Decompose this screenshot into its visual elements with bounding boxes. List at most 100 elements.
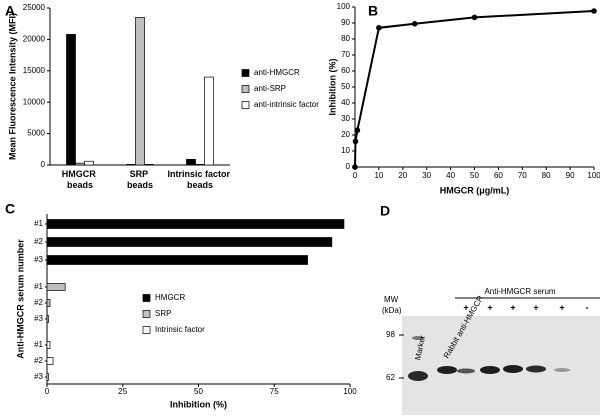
y-tick-label: #1 — [34, 340, 43, 349]
panel-label: C — [5, 201, 15, 217]
lane-sign: + — [559, 302, 564, 312]
point — [471, 14, 478, 21]
y-tick-label: 5000 — [27, 129, 45, 138]
bar — [195, 164, 205, 166]
y-tick-label: 10000 — [23, 97, 46, 106]
y-tick-label: 0 — [41, 160, 46, 169]
y-tick-label: 70 — [341, 50, 350, 59]
lane-sign: + — [463, 302, 468, 312]
legend-label: Intrinsic factor — [155, 325, 205, 334]
band — [457, 368, 475, 374]
bar — [84, 160, 94, 166]
bar — [204, 76, 214, 166]
bar — [46, 341, 51, 349]
x-tick-label: 25 — [118, 387, 127, 396]
kda-label: (kDa) — [382, 306, 402, 315]
y-tick-label: #2 — [34, 356, 43, 365]
y-tick-label: #3 — [34, 372, 43, 381]
serum-label: Anti-HMGCR serum — [484, 287, 555, 296]
lane-sign: + — [487, 302, 492, 312]
x-tick-label: SRP beads — [127, 169, 153, 190]
x-tick-label: 40 — [446, 171, 455, 180]
bar — [46, 357, 54, 365]
blot-labels: + + + + + - 98 62 — [386, 302, 589, 382]
y-tick-label: 50 — [341, 82, 350, 91]
y-tick-label: 80 — [341, 34, 350, 43]
bar — [66, 34, 76, 166]
legend-label: HMGCR — [155, 293, 185, 302]
y-axis-label: Anti-HMGCR serum number — [15, 239, 25, 359]
y-tick-label: #3 — [34, 255, 43, 264]
bar — [46, 283, 66, 291]
legend-label: SRP — [155, 309, 171, 318]
lane-sign: + — [510, 302, 515, 312]
legend-swatch — [142, 310, 151, 318]
legend-swatch — [142, 294, 151, 302]
lane-sign: - — [586, 302, 589, 312]
panel-label: D — [380, 203, 390, 219]
legend-swatch — [241, 69, 250, 77]
x-axis-label: HMGCR (μg/mL) — [440, 185, 510, 195]
panel-label: A — [5, 3, 15, 19]
mw-label: MW — [384, 295, 399, 304]
bar — [75, 162, 85, 166]
panel-label: B — [368, 3, 378, 19]
band — [526, 365, 546, 373]
x-tick-label: 50 — [470, 171, 479, 180]
band — [408, 371, 428, 381]
point — [376, 25, 382, 31]
x-tick-label: Intrinsic factor beads — [167, 169, 232, 190]
x-tick-label: 30 — [422, 171, 431, 180]
x-tick-label: 100 — [587, 171, 600, 180]
legend-label: anti-intrinsic factor — [254, 100, 319, 109]
y-tick-label: #3 — [34, 314, 43, 323]
x-tick-label: 70 — [518, 171, 527, 180]
band — [437, 366, 457, 374]
bar — [135, 17, 145, 166]
blot-panel: D Marker Rabbit anti-HMGCR MW (kDa) Anti… — [380, 203, 600, 415]
x-tick-label: 90 — [566, 171, 575, 180]
y-tick-label: #2 — [34, 298, 43, 307]
legend-swatch — [241, 101, 250, 109]
bar — [126, 164, 136, 166]
x-tick-label: 20 — [398, 171, 407, 180]
bar — [46, 373, 49, 381]
bar — [46, 299, 51, 307]
point — [411, 21, 418, 27]
y-axis-label: Mean Fluorescence Intensity (MFI) — [7, 13, 17, 160]
x-tick-label: 50 — [194, 387, 203, 396]
point — [354, 127, 361, 133]
band — [412, 336, 424, 340]
y-tick-label: #1 — [34, 219, 43, 228]
band — [554, 368, 570, 372]
mw-marker: 62 — [386, 373, 395, 382]
bar — [144, 164, 154, 166]
point — [352, 164, 358, 170]
x-tick-label: 80 — [542, 171, 551, 180]
legend-swatch — [241, 85, 250, 93]
band — [480, 366, 500, 374]
x-tick-label: 10 — [374, 171, 383, 180]
y-tick-label: #2 — [34, 237, 43, 246]
bar — [46, 219, 345, 229]
y-tick-label: 90 — [341, 18, 350, 27]
y-tick-label: 100 — [337, 2, 351, 11]
x-tick-label: 60 — [494, 171, 503, 180]
y-tick-label: #1 — [34, 282, 43, 291]
y-tick-label: 30 — [341, 114, 350, 123]
y-tick-label: 60 — [341, 66, 350, 75]
x-tick-label: 0 — [45, 387, 50, 396]
x-tick-label: HMGCR beads — [62, 169, 99, 190]
bar — [46, 237, 333, 247]
x-axis-label: Inhibition (%) — [170, 399, 227, 409]
y-tick-label: 0 — [346, 162, 351, 171]
bar — [186, 158, 196, 166]
y-tick-label: 25000 — [23, 3, 46, 12]
y-tick-label: 15000 — [23, 66, 46, 75]
point — [352, 138, 359, 145]
y-tick-label: 40 — [341, 98, 350, 107]
legend-label: anti-SRP — [254, 84, 286, 93]
blot-membrane — [402, 316, 600, 415]
lane-sign: + — [533, 302, 538, 312]
